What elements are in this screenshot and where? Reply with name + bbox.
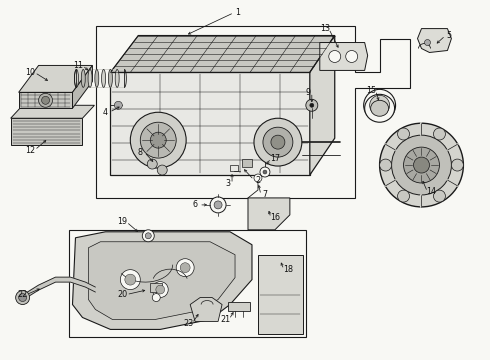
Polygon shape <box>73 232 252 329</box>
Polygon shape <box>310 36 335 175</box>
Circle shape <box>214 201 222 209</box>
Circle shape <box>306 99 318 111</box>
Text: 22: 22 <box>18 290 28 299</box>
Circle shape <box>152 293 160 302</box>
Ellipse shape <box>81 69 85 87</box>
Polygon shape <box>110 36 335 72</box>
Circle shape <box>271 135 285 149</box>
Circle shape <box>404 147 440 183</box>
Text: 6: 6 <box>193 201 197 210</box>
Circle shape <box>434 190 445 202</box>
Text: 8: 8 <box>138 148 143 157</box>
Circle shape <box>364 89 395 121</box>
Circle shape <box>152 282 168 298</box>
Polygon shape <box>320 42 368 71</box>
Text: 11: 11 <box>74 61 83 70</box>
Polygon shape <box>110 72 310 175</box>
Polygon shape <box>89 242 235 319</box>
Text: 4: 4 <box>103 108 108 117</box>
Text: 7: 7 <box>262 190 268 199</box>
Circle shape <box>39 93 52 107</box>
Bar <box>258 255 303 334</box>
Polygon shape <box>228 302 250 311</box>
Circle shape <box>451 159 464 171</box>
Text: 5: 5 <box>447 31 452 40</box>
Polygon shape <box>97 26 410 198</box>
Text: 18: 18 <box>283 265 293 274</box>
Circle shape <box>392 135 451 195</box>
Circle shape <box>397 128 410 140</box>
Circle shape <box>380 159 392 171</box>
Circle shape <box>19 293 26 302</box>
Circle shape <box>263 170 267 174</box>
Ellipse shape <box>74 69 78 87</box>
Text: 1: 1 <box>236 8 241 17</box>
Text: 20: 20 <box>117 290 127 299</box>
Circle shape <box>380 123 464 207</box>
Text: 3: 3 <box>225 180 231 189</box>
Circle shape <box>114 101 122 109</box>
Ellipse shape <box>88 69 92 87</box>
Text: 14: 14 <box>426 188 437 197</box>
Circle shape <box>434 128 445 140</box>
Circle shape <box>125 274 136 285</box>
Ellipse shape <box>115 69 119 87</box>
Circle shape <box>176 259 194 276</box>
Polygon shape <box>248 198 290 230</box>
Ellipse shape <box>95 69 99 87</box>
Bar <box>242 159 252 167</box>
Circle shape <box>369 95 390 115</box>
Circle shape <box>145 233 151 239</box>
Polygon shape <box>69 230 306 337</box>
Text: 10: 10 <box>25 68 36 77</box>
Circle shape <box>260 167 270 177</box>
Circle shape <box>16 291 29 305</box>
Circle shape <box>157 165 167 175</box>
Circle shape <box>121 270 140 289</box>
Text: 23: 23 <box>183 319 193 328</box>
Text: 13: 13 <box>320 24 330 33</box>
Circle shape <box>310 103 314 107</box>
Circle shape <box>397 190 410 202</box>
Text: 12: 12 <box>25 145 36 154</box>
Polygon shape <box>417 28 451 53</box>
Polygon shape <box>19 92 73 108</box>
Text: 2: 2 <box>255 176 261 185</box>
Text: 16: 16 <box>270 213 280 222</box>
Text: 21: 21 <box>220 315 230 324</box>
Text: 9: 9 <box>305 88 310 97</box>
Ellipse shape <box>370 100 389 116</box>
Circle shape <box>424 40 431 45</box>
Polygon shape <box>19 66 93 92</box>
Circle shape <box>210 197 226 213</box>
Bar <box>230 165 238 171</box>
Circle shape <box>254 118 302 166</box>
Circle shape <box>254 174 262 182</box>
Ellipse shape <box>108 69 112 87</box>
Circle shape <box>156 285 165 294</box>
Circle shape <box>329 50 341 62</box>
Circle shape <box>42 96 49 104</box>
Text: 17: 17 <box>270 154 280 163</box>
Text: 19: 19 <box>117 217 127 226</box>
Polygon shape <box>190 298 222 321</box>
Circle shape <box>263 127 293 157</box>
Polygon shape <box>73 66 93 108</box>
Circle shape <box>346 50 358 62</box>
Polygon shape <box>11 105 95 118</box>
Bar <box>150 283 162 292</box>
Circle shape <box>142 230 154 242</box>
Circle shape <box>130 112 186 168</box>
Circle shape <box>147 159 157 169</box>
Circle shape <box>180 263 190 273</box>
Circle shape <box>414 157 429 173</box>
Ellipse shape <box>365 94 394 122</box>
Ellipse shape <box>101 69 106 87</box>
Polygon shape <box>11 118 82 145</box>
Text: 15: 15 <box>367 86 377 95</box>
Circle shape <box>140 122 176 158</box>
Circle shape <box>150 132 166 148</box>
